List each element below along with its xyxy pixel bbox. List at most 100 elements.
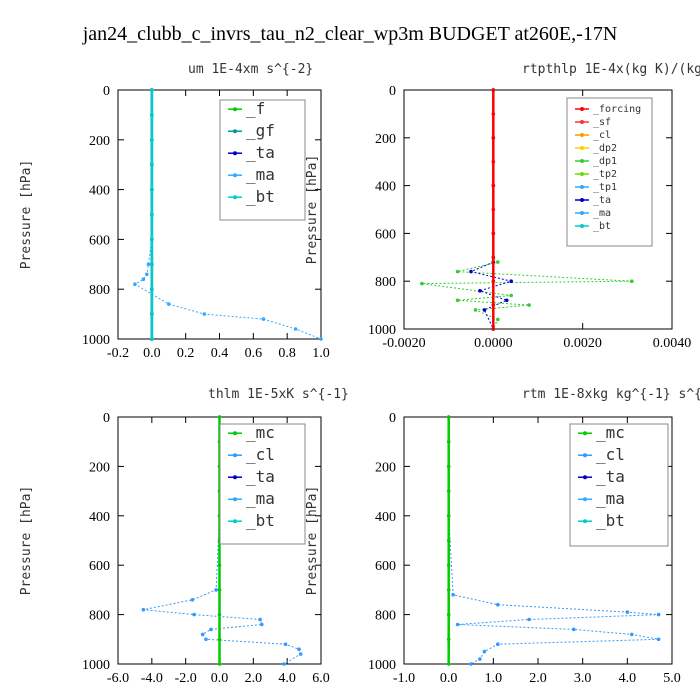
data-point bbox=[167, 302, 171, 306]
x-tick-label: -0.0020 bbox=[382, 336, 425, 351]
x-tick-label: -1.0 bbox=[393, 671, 415, 686]
data-point bbox=[146, 262, 151, 267]
legend-entry: _ta bbox=[593, 195, 611, 206]
x-tick-label: 0.0040 bbox=[653, 336, 692, 351]
data-point bbox=[202, 312, 207, 316]
panel-title: rtpthlp 1E-4x(kg K)/(kg s) bbox=[522, 62, 700, 77]
data-point bbox=[446, 588, 451, 592]
y-tick-label: 0 bbox=[103, 411, 110, 426]
x-tick-label: -4.0 bbox=[141, 671, 163, 686]
data-point bbox=[491, 279, 496, 284]
data-point bbox=[527, 303, 531, 307]
legend-box bbox=[219, 99, 306, 221]
legend-box bbox=[569, 423, 669, 547]
data-point bbox=[217, 662, 222, 666]
data-point bbox=[491, 231, 496, 236]
panel-title: thlm 1E-5xK s^{-1} bbox=[208, 387, 349, 402]
legend-entry: _ta bbox=[246, 143, 275, 162]
x-tick-label: 2.0 bbox=[245, 671, 263, 686]
legend-entry: _ma bbox=[246, 489, 275, 508]
data-point bbox=[491, 136, 496, 140]
x-tick-label: 0.8 bbox=[278, 346, 296, 361]
legend-marker bbox=[580, 198, 584, 202]
legend-entry: _ta bbox=[596, 467, 625, 486]
data-point bbox=[141, 277, 146, 282]
data-point bbox=[455, 269, 460, 274]
chart-panel-1: um 1E-4xm s^{-2} Pressure [hPa] 0 200 400 600… bbox=[19, 62, 330, 361]
data-point bbox=[446, 439, 451, 444]
x-tick-label: 6.0 bbox=[312, 671, 330, 686]
data-point bbox=[504, 298, 509, 303]
data-point bbox=[630, 632, 634, 637]
data-point bbox=[451, 593, 455, 597]
data-point bbox=[455, 622, 460, 627]
data-point bbox=[455, 298, 460, 303]
data-point bbox=[217, 588, 222, 592]
x-tick-label: -6.0 bbox=[107, 671, 129, 686]
legend-marker bbox=[580, 146, 584, 150]
legend-entry: _gf bbox=[246, 121, 275, 140]
y-tick-label: 600 bbox=[375, 559, 396, 574]
legend-entry: _mc bbox=[596, 423, 625, 442]
data-point bbox=[192, 612, 196, 617]
data-point bbox=[217, 563, 222, 567]
data-point bbox=[496, 317, 500, 322]
y-tick-label: 200 bbox=[375, 132, 396, 147]
data-point bbox=[217, 637, 222, 642]
data-point bbox=[509, 279, 513, 284]
x-tick-label: 0.0 bbox=[211, 671, 229, 686]
chart-panel-3: thlm 1E-5xK s^{-1} Pressure [hPa] 0 200 400 6… bbox=[19, 387, 349, 686]
legend-marker bbox=[233, 195, 237, 200]
x-tick-label: 0.0000 bbox=[474, 336, 513, 351]
legend-entry: _mc bbox=[246, 423, 275, 442]
data-point bbox=[482, 649, 487, 654]
legend-box bbox=[219, 423, 306, 545]
y-axis-label: Pressure [hPa] bbox=[305, 155, 320, 265]
legend-marker bbox=[233, 475, 237, 480]
data-point bbox=[496, 642, 500, 646]
legend-marker bbox=[580, 224, 584, 228]
data-point bbox=[204, 637, 208, 642]
legend-entry: _cl bbox=[593, 130, 611, 141]
data-point bbox=[150, 138, 154, 142]
data-point bbox=[446, 538, 451, 543]
data-point bbox=[150, 312, 154, 316]
y-axis-label: Pressure [hPa] bbox=[19, 160, 34, 270]
x-tick-label: 4.0 bbox=[278, 671, 296, 686]
legend-entry: _ma bbox=[596, 489, 625, 508]
legend-marker bbox=[233, 107, 237, 112]
x-tick-label: 0.0020 bbox=[563, 336, 602, 351]
data-point bbox=[496, 260, 500, 264]
legend-entry: _dp2 bbox=[593, 143, 617, 154]
data-point bbox=[446, 637, 451, 642]
y-tick-label: 1000 bbox=[82, 658, 110, 673]
data-point bbox=[141, 607, 146, 612]
x-tick-label: 1.0 bbox=[485, 671, 503, 686]
data-point bbox=[150, 113, 154, 117]
y-tick-label: 0 bbox=[389, 411, 396, 426]
data-point bbox=[656, 637, 661, 642]
data-point bbox=[258, 617, 262, 622]
data-point bbox=[150, 88, 154, 92]
y-axis-label: Pressure [hPa] bbox=[19, 486, 34, 596]
data-point bbox=[482, 308, 487, 312]
data-point bbox=[491, 112, 496, 116]
data-point bbox=[571, 627, 576, 632]
chart-panel-2: rtpthlp 1E-4x(kg K)/(kg s) Pressure [hPa]… bbox=[305, 62, 700, 351]
legend-marker bbox=[580, 159, 584, 163]
x-tick-label: -0.2 bbox=[107, 346, 129, 361]
panel-title: um 1E-4xm s^{-2} bbox=[188, 62, 313, 77]
figure-title: jan24_clubb_c_invrs_tau_n2_clear_wp3m BU… bbox=[82, 23, 618, 45]
legend-marker bbox=[233, 173, 237, 178]
x-tick-label: 0.0 bbox=[440, 671, 458, 686]
data-point bbox=[656, 612, 661, 617]
data-point bbox=[420, 281, 424, 286]
data-point bbox=[630, 279, 634, 284]
data-point bbox=[491, 159, 496, 164]
data-point bbox=[491, 207, 496, 212]
data-point bbox=[283, 642, 288, 646]
legend-entry: _sf bbox=[593, 117, 611, 128]
legend-entry: _ma bbox=[246, 165, 275, 184]
data-point bbox=[209, 627, 213, 632]
